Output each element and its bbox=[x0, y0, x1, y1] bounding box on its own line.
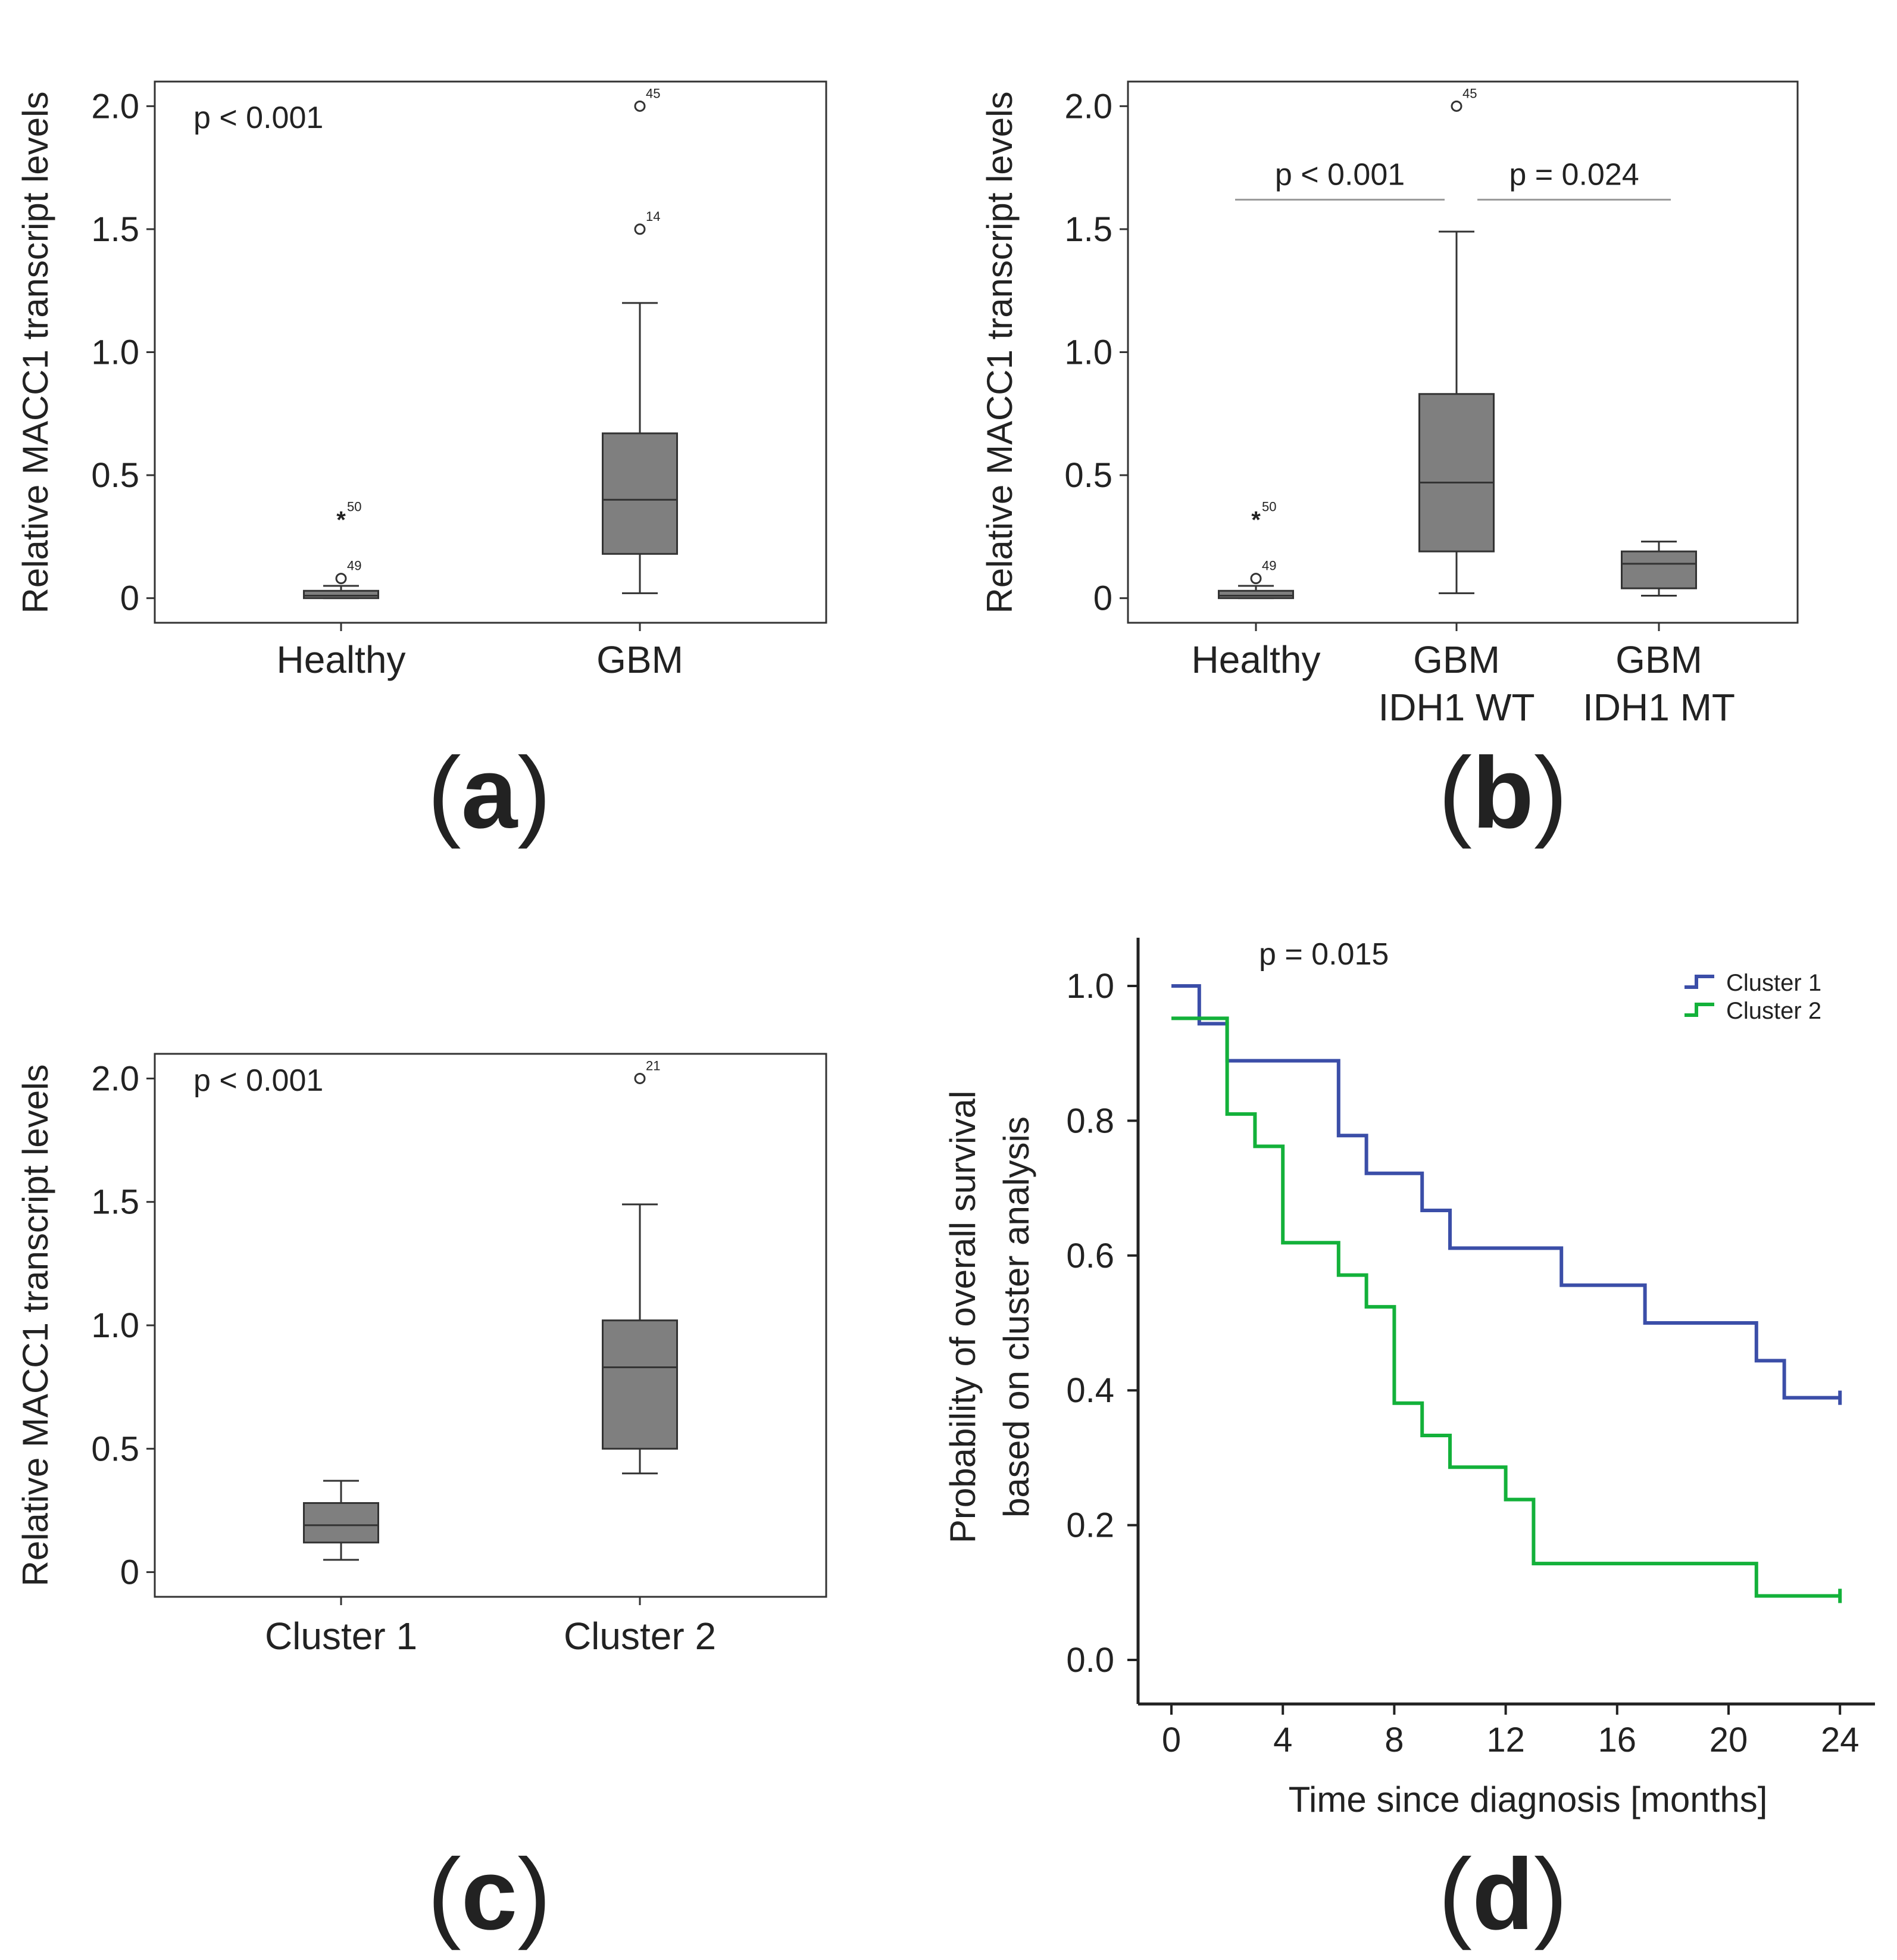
panel-a-y-tick-label: 2.0 bbox=[91, 87, 139, 126]
panel-c-category-label: Cluster 1 bbox=[265, 1615, 417, 1658]
panel-a-outlier-circle bbox=[634, 223, 646, 235]
panel-a-y-axis-label: Relative MACC1 transcript levels bbox=[15, 92, 55, 614]
panel-c-category-label: Cluster 2 bbox=[564, 1615, 716, 1658]
panel-b-box bbox=[1621, 550, 1697, 589]
panel-label-c: (c) bbox=[427, 1838, 551, 1951]
panel-b-category-label: IDH1 WT bbox=[1378, 686, 1535, 729]
panel-a-box bbox=[303, 589, 379, 600]
panel-d-x-tick-label: 24 bbox=[1821, 1721, 1860, 1759]
panel-label-d: (d) bbox=[1438, 1838, 1567, 1951]
panel-b-comparison-p-value: p = 0.024 bbox=[1509, 157, 1639, 192]
panel-d-x-tick-label: 0 bbox=[1162, 1721, 1181, 1759]
panel-a-outlier-circle bbox=[335, 573, 347, 585]
panel-d-x-tick-label: 16 bbox=[1598, 1721, 1637, 1759]
panel-a-outlier-id: 45 bbox=[646, 86, 660, 101]
panel-c-y-tick-label: 0 bbox=[120, 1553, 139, 1592]
panel-a-y-tick-label: 0 bbox=[120, 579, 139, 618]
panel-a-category-label: GBM bbox=[596, 638, 683, 681]
panel-d-y-axis-label-line-1: Probability of overall survival bbox=[943, 1091, 983, 1543]
panel-b-outlier-circle bbox=[1250, 573, 1262, 585]
panel-c-y-tick-label: 0.5 bbox=[91, 1430, 139, 1468]
panel-a-outlier-id: 49 bbox=[347, 558, 361, 573]
panel-a-box-plot: p < 0.001 Relative MACC1 transcript leve… bbox=[15, 80, 827, 681]
panel-b-y-tick-label: 1.0 bbox=[1064, 333, 1112, 372]
panel-c-y-tick-label: 1.5 bbox=[91, 1183, 139, 1222]
panel-d-y-tick-label: 0.0 bbox=[1066, 1641, 1114, 1680]
panel-c-box bbox=[602, 1319, 678, 1450]
panel-a-outlier-id: 50 bbox=[347, 499, 361, 514]
panel-c-box bbox=[303, 1502, 379, 1544]
panel-a-outlier-id: 14 bbox=[646, 209, 660, 224]
panel-b-box-plot: Relative MACC1 transcript levels 0 0.5 1.0… bbox=[980, 80, 1799, 729]
panel-c-y-tick-label: 1.0 bbox=[91, 1306, 139, 1345]
panel-a-outlier-star: * bbox=[336, 507, 346, 533]
panel-b-outlier-star: * bbox=[1251, 507, 1261, 533]
panel-d-y-tick-label: 0.8 bbox=[1066, 1101, 1114, 1140]
panel-d-p-value: p = 0.015 bbox=[1259, 937, 1389, 972]
panel-d-legend-label: Cluster 1 bbox=[1726, 970, 1821, 996]
panel-a-y-tick-label: 0.5 bbox=[91, 456, 139, 495]
panel-b-box bbox=[1418, 393, 1495, 553]
panel-d-x-tick-label: 20 bbox=[1710, 1721, 1748, 1759]
panel-c-y-tick-label: 2.0 bbox=[91, 1059, 139, 1098]
panel-b-y-tick-label: 0.5 bbox=[1064, 456, 1112, 495]
panel-label-a: (a) bbox=[427, 736, 551, 850]
panel-a-plot-frame bbox=[154, 80, 827, 624]
panel-c-y-axis-label: Relative MACC1 transcript levels bbox=[15, 1065, 55, 1587]
panel-d-x-tick-label: 12 bbox=[1486, 1721, 1525, 1759]
panel-d-y-axis-label-line-2: based on cluster analysis bbox=[996, 1116, 1036, 1518]
panel-d-x-tick-label: 4 bbox=[1273, 1721, 1292, 1759]
panel-b-comparison-p-value: p < 0.001 bbox=[1275, 157, 1405, 192]
panel-b-y-tick-label: 1.5 bbox=[1064, 210, 1112, 249]
panel-c-outlier-circle bbox=[634, 1072, 646, 1084]
panel-b-box bbox=[1218, 589, 1294, 600]
panel-d-x-axis-label: Time since diagnosis [months] bbox=[1289, 1780, 1768, 1819]
panel-b-category-label: IDH1 MT bbox=[1583, 686, 1735, 729]
panel-d-y-tick-label: 0.6 bbox=[1066, 1237, 1114, 1275]
panel-b-category-label: Healthy bbox=[1192, 638, 1321, 681]
panel-d-legend-swatch bbox=[1685, 975, 1714, 989]
panel-b-outlier-id: 45 bbox=[1462, 86, 1477, 101]
panel-d-legend-swatch bbox=[1685, 1003, 1714, 1017]
panel-a-outlier-circle bbox=[634, 100, 646, 112]
panel-d-y-tick-label: 0.4 bbox=[1066, 1371, 1114, 1410]
panel-b-y-tick-label: 2.0 bbox=[1064, 87, 1112, 126]
panel-d-y-tick-label: 0.2 bbox=[1066, 1506, 1114, 1545]
panel-b-y-tick-label: 0 bbox=[1093, 579, 1112, 618]
panel-b-outlier-id: 49 bbox=[1262, 558, 1276, 573]
panel-a-p-value: p < 0.001 bbox=[193, 101, 323, 135]
panel-c-outlier-id: 21 bbox=[646, 1058, 660, 1073]
panel-a-y-tick-label: 1.0 bbox=[91, 333, 139, 372]
panel-d-y-tick-label: 1.0 bbox=[1066, 967, 1114, 1006]
panel-a-y-tick-label: 1.5 bbox=[91, 210, 139, 249]
panel-a-category-label: Healthy bbox=[277, 638, 406, 681]
panel-c-plot-frame bbox=[154, 1053, 827, 1598]
panel-b-outlier-circle bbox=[1451, 100, 1462, 112]
panel-a-box bbox=[602, 432, 678, 555]
panel-d-series-2-curve bbox=[1171, 1016, 1840, 1598]
panel-d-legend-label: Cluster 2 bbox=[1726, 998, 1821, 1024]
panel-b-y-axis-label: Relative MACC1 transcript levels bbox=[980, 92, 1020, 614]
panel-d-survival-plot: p = 0.015 Probability of overall surviva… bbox=[943, 937, 1875, 1819]
panel-c-p-value: p < 0.001 bbox=[193, 1063, 323, 1098]
panel-label-b: (b) bbox=[1438, 736, 1567, 850]
panel-d-series-1-curve bbox=[1171, 984, 1840, 1400]
panel-c-box-plot: p < 0.001 Relative MACC1 transcript leve… bbox=[15, 1053, 827, 1658]
panel-b-category-label: GBM bbox=[1615, 638, 1702, 681]
panel-b-outlier-id: 50 bbox=[1262, 499, 1276, 514]
panel-b-category-label: GBM bbox=[1413, 638, 1500, 681]
panel-d-x-tick-label: 8 bbox=[1385, 1721, 1404, 1759]
